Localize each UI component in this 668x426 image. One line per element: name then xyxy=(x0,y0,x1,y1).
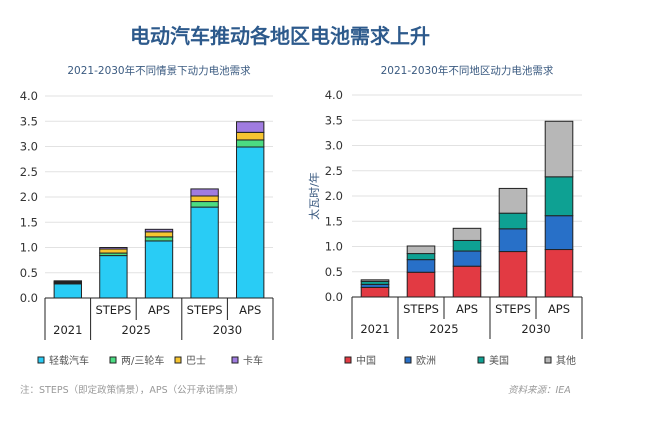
bar-segment xyxy=(144,240,174,299)
y-tick-label: 0.0 xyxy=(325,290,343,304)
y-tick-label: 1.5 xyxy=(20,215,38,229)
y-tick-label: 2.5 xyxy=(20,165,38,179)
y-tick-label: 3.0 xyxy=(325,139,343,153)
x-group-label: 2030 xyxy=(213,323,242,337)
bar-segment xyxy=(236,139,265,148)
legend-swatch xyxy=(344,356,352,364)
x-group-label: 2021 xyxy=(53,323,82,337)
x-tick-label: APS xyxy=(548,302,570,316)
bar-segment xyxy=(498,251,528,298)
y-axis-label: 太瓦时/年 xyxy=(307,172,321,220)
legend-label: 中国 xyxy=(356,354,376,367)
y-tick-label: 0.0 xyxy=(20,291,38,305)
bar-segment xyxy=(144,236,174,242)
bar-segment xyxy=(190,201,219,208)
source-note: 资料来源：IEA xyxy=(508,385,571,396)
y-tick-label: 3.5 xyxy=(20,114,38,128)
bar-segment xyxy=(498,228,528,253)
y-tick-label: 4.0 xyxy=(20,89,38,103)
y-tick-label: 2.5 xyxy=(325,164,343,178)
y-tick-label: 4.0 xyxy=(325,88,343,102)
x-tick-label: STEPS xyxy=(95,303,131,317)
y-tick-label: 1.0 xyxy=(20,241,38,255)
bar-segment xyxy=(190,188,219,197)
legend-swatch xyxy=(231,356,239,364)
page-title: 电动汽车推动各地区电池需求上升 xyxy=(130,24,430,48)
y-tick-label: 1.5 xyxy=(325,214,343,228)
x-group-label: 2021 xyxy=(360,322,389,336)
x-tick-label: APS xyxy=(239,303,261,317)
chart-subtitle: 2021-2030年不同地区动力电池需求 xyxy=(381,64,554,77)
x-group-label: 2030 xyxy=(521,322,550,336)
bar-segment xyxy=(190,195,219,203)
legend-label: 两/三轮车 xyxy=(121,354,164,367)
bar-segment xyxy=(360,279,390,282)
bar-segment xyxy=(406,253,436,261)
legend-label: 卡车 xyxy=(243,354,263,367)
x-tick-label: STEPS xyxy=(495,302,531,316)
x-group-label: 2025 xyxy=(122,323,151,337)
legend-label: 美国 xyxy=(489,354,509,367)
x-tick-label: APS xyxy=(148,303,170,317)
legend-swatch xyxy=(37,356,45,364)
legend-swatch xyxy=(174,356,182,364)
legend-swatch xyxy=(109,356,117,364)
bar-segment xyxy=(452,239,482,252)
legend-label: 欧洲 xyxy=(416,355,436,367)
chart-subtitle: 2021-2030年不同情景下动力电池需求 xyxy=(67,64,251,77)
bar-segment xyxy=(53,280,82,283)
bar-segment xyxy=(236,121,265,133)
legend-swatch xyxy=(477,356,485,364)
bar-segment xyxy=(452,265,482,298)
bar-segment xyxy=(99,255,128,299)
bar-segment xyxy=(406,245,436,255)
legend-swatch xyxy=(544,356,552,364)
bar-segment xyxy=(406,259,436,273)
bar-segment xyxy=(53,283,82,299)
y-tick-label: 0.5 xyxy=(325,265,343,279)
bar-segment xyxy=(452,227,482,241)
bar-segment xyxy=(360,286,390,298)
footnote: 注：STEPS（即定政策情景），APS（公开承诺情景） xyxy=(20,385,244,396)
bar-segment xyxy=(452,250,482,267)
legend-label: 巴士 xyxy=(186,354,206,367)
bar-segment xyxy=(236,146,265,299)
legend-label: 轻载汽车 xyxy=(49,354,89,367)
bar-segment xyxy=(99,247,128,250)
y-axis-label: 太瓦时/年 xyxy=(0,173,1,221)
bar-segment xyxy=(498,187,528,214)
x-tick-label: APS xyxy=(456,302,478,316)
bar-segment xyxy=(190,206,219,299)
bar-segment xyxy=(144,231,174,238)
legend-label: 其他 xyxy=(556,354,576,367)
bar-segment xyxy=(144,228,174,233)
x-tick-label: STEPS xyxy=(403,302,439,316)
legend-swatch xyxy=(404,356,412,364)
bar-segment xyxy=(544,176,574,217)
bar-segment xyxy=(544,215,574,251)
x-group-label: 2025 xyxy=(429,322,458,336)
y-tick-label: 0.5 xyxy=(20,266,38,280)
bar-segment xyxy=(99,248,128,254)
y-tick-label: 2.0 xyxy=(20,190,38,204)
bar-segment xyxy=(498,212,528,230)
bar-segment xyxy=(406,271,436,298)
bar-segment xyxy=(236,131,265,141)
y-tick-label: 2.0 xyxy=(325,189,343,203)
bar-segment xyxy=(544,249,574,298)
bar-segment xyxy=(544,120,574,178)
y-tick-label: 3.0 xyxy=(20,140,38,154)
x-tick-label: STEPS xyxy=(187,303,223,317)
y-tick-label: 1.0 xyxy=(325,240,343,254)
y-tick-label: 3.5 xyxy=(325,113,343,127)
